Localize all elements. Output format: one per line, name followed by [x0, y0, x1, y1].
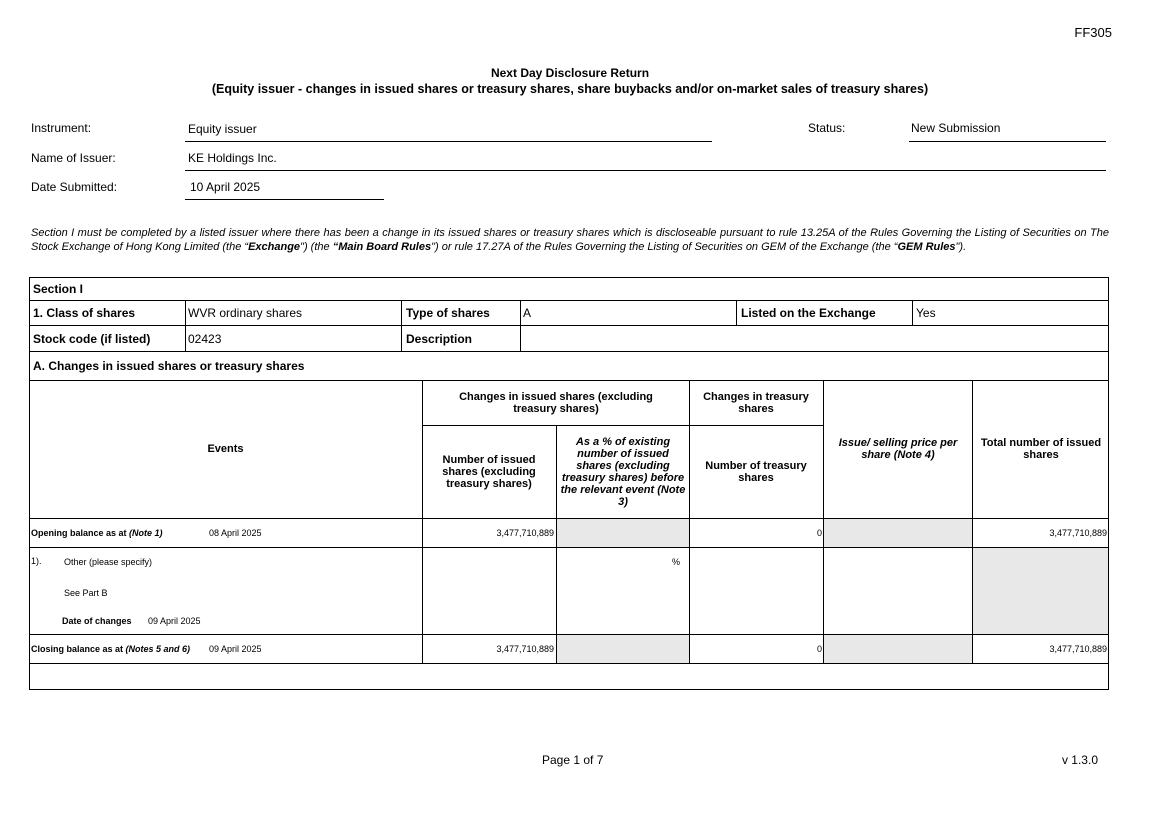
page-subtitle: (Equity issuer - changes in issued share… [211, 82, 929, 96]
instrument-label: Instrument: [31, 121, 92, 135]
version: v 1.3.0 [1061, 753, 1098, 767]
event-percent: % [672, 557, 681, 567]
part-a-title: A. Changes in issued shares or treasury … [33, 359, 305, 373]
events-header: Events [207, 443, 244, 455]
status-value: New Submission [911, 121, 1001, 135]
price-header: Issue/ selling price per share (Note 4) [838, 437, 958, 461]
instrument-value: Equity issuer [188, 122, 257, 136]
issuer-label: Name of Issuer: [31, 151, 116, 165]
opening-total: 3,477,710,889 [1049, 528, 1107, 538]
page-number: Page 1 of 7 [542, 753, 604, 767]
section-title: Section I [33, 282, 84, 296]
description-label: Description [406, 332, 473, 346]
stock-code-value: 02423 [188, 332, 222, 346]
closing-date: 09 April 2025 [209, 644, 262, 654]
stock-code-label: Stock code (if listed) [33, 332, 151, 346]
type-of-shares-value: A [523, 306, 532, 320]
closing-treasury: 0 [816, 644, 822, 654]
issuer-value: KE Holdings Inc. [188, 151, 277, 165]
number-issued-header: Number of issued shares (excluding treas… [442, 453, 536, 490]
form-code: FF305 [1074, 25, 1112, 40]
date-submitted-value: 10 April 2025 [190, 180, 261, 194]
event-number: 1). [31, 556, 42, 566]
date-of-changes-label: Date of changes [62, 616, 132, 626]
opening-issued: 3,477,710,889 [496, 528, 554, 538]
date-submitted-label: Date Submitted: [31, 180, 118, 194]
number-treasury-header: Number of treasury shares [705, 459, 807, 484]
class-of-shares-value: WVR ordinary shares [188, 306, 303, 320]
total-header: Total number of issued shares [980, 437, 1102, 461]
class-of-shares-label: 1. Class of shares [33, 306, 136, 320]
opening-treasury: 0 [816, 528, 822, 538]
listed-value: Yes [916, 306, 936, 320]
closing-total: 3,477,710,889 [1049, 644, 1107, 654]
date-of-changes-value: 09 April 2025 [148, 616, 201, 626]
page-title: Next Day Disclosure Return [490, 66, 650, 80]
percent-header: As a % of existing number of issued shar… [560, 435, 686, 508]
status-label: Status: [808, 121, 846, 135]
type-of-shares-label: Type of shares [406, 306, 490, 320]
closing-balance-label: Closing balance as at (Notes 5 and 6) [31, 644, 191, 654]
listed-label: Listed on the Exchange [741, 306, 876, 320]
issued-shares-group-header: Changes in issued shares (excluding trea… [459, 390, 653, 415]
event-type: Other (please specify) [64, 557, 153, 567]
treasury-shares-group-header: Changes in treasury shares [703, 390, 809, 415]
event-detail: See Part B [64, 588, 108, 598]
section-i-frame [29, 277, 1109, 690]
opening-balance-label: Opening balance as at (Note 1) [31, 528, 163, 538]
opening-date: 08 April 2025 [209, 528, 262, 538]
intro-text: Section I must be completed by a listed … [31, 227, 1109, 253]
closing-issued: 3,477,710,889 [496, 644, 554, 654]
